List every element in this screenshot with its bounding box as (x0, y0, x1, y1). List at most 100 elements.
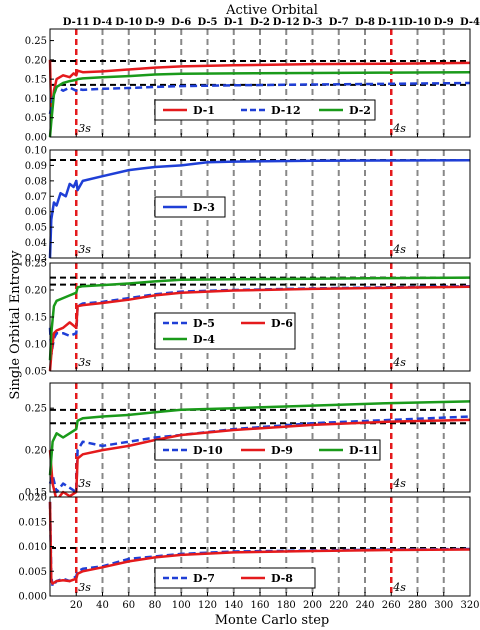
shell-annotation: 3s (78, 477, 91, 490)
legend-label: D-5 (193, 317, 215, 330)
series-line-D-9 (48, 418, 471, 502)
legend: D-10 D-9 D-11 (154, 439, 381, 461)
series-line-D-6 (48, 285, 471, 372)
x-tick-label: 320 (460, 600, 479, 611)
legend-label: D-7 (193, 572, 215, 585)
shell-annotation: 3s (78, 581, 91, 594)
top-orbital-label: D-11 (63, 17, 90, 28)
x-tick-label: 120 (198, 600, 217, 611)
series-line-D-3 (48, 158, 471, 259)
shell-annotation: 4s (392, 122, 406, 135)
legend-box (154, 312, 296, 350)
x-tick-label: 280 (408, 600, 427, 611)
y-axis-title: Single Orbital Entropy (8, 250, 23, 400)
top-orbital-label: D-2 (250, 17, 270, 28)
top-orbital-label: D-6 (171, 17, 191, 28)
y-tick-label: 0.15 (25, 488, 47, 499)
shell-annotation: 4s (392, 243, 406, 256)
y-tick-label: 0.10 (25, 146, 47, 157)
shell-annotation: 4s (392, 356, 406, 369)
legend-label: D-6 (271, 317, 293, 330)
x-tick-label: 100 (172, 600, 191, 611)
x-tick-label: 260 (382, 600, 401, 611)
x-tick-label: 160 (250, 600, 269, 611)
legend-box (154, 567, 316, 589)
y-tick-label: 0.15 (25, 75, 47, 86)
shell-annotation: 3s (78, 356, 91, 369)
top-orbital-label: D-4 (460, 17, 480, 28)
y-tick-label: 0.20 (25, 55, 47, 66)
y-tick-label: 0.25 (25, 259, 47, 270)
y-tick-label: 0.08 (25, 176, 47, 187)
x-tick-label: 180 (277, 600, 296, 611)
series-line-D-8 (48, 501, 471, 585)
legend: D-1 D-12 D-2 (154, 99, 376, 121)
y-tick-label: 0.25 (25, 36, 47, 47)
panel-2: 0.03 0.04 0.05 0.06 0.07 0.08 0.09 0.10 3s 4s D-3 (25, 146, 471, 265)
y-tick-label: 0.010 (18, 542, 47, 553)
x-tick-label: 60 (122, 600, 135, 611)
top-orbital-label: D-8 (355, 17, 375, 28)
top-orbital-label: D-3 (303, 17, 323, 28)
y-tick-label: 0.15 (25, 313, 47, 324)
legend-label: D-9 (271, 444, 293, 457)
y-tick-label: 0.06 (25, 207, 47, 218)
y-tick-label: 0.05 (25, 223, 47, 234)
x-axis-title: Monte Carlo step (215, 613, 330, 628)
y-tick-label: 0.020 (18, 493, 47, 504)
y-tick-label: 0.20 (25, 286, 47, 297)
legend: D-3 (154, 196, 226, 218)
series-line-D-12 (48, 81, 471, 115)
y-tick-label: 0.05 (25, 367, 47, 378)
y-tick-label: 0.005 (18, 567, 47, 578)
legend-label: D-11 (349, 444, 379, 457)
legend-label: D-3 (193, 201, 215, 214)
x-tick-label: 200 (303, 600, 322, 611)
panel-3: 0.05 0.10 0.15 0.20 0.25 3s 4s D-5 D-6 D-4 (25, 259, 471, 378)
panel-4: 0.15 0.20 0.25 3s 4s D-10 D-9 D-11 (25, 382, 471, 502)
legend: D-7 D-8 (154, 567, 316, 589)
legend-label: D-1 (193, 104, 215, 117)
series-line-D-2 (48, 70, 471, 138)
top-orbital-label: D-4 (93, 17, 113, 28)
panel-1: 0.00 0.05 0.10 0.15 0.20 0.25 3s 4s D-1 D-12 D-2 (25, 28, 471, 144)
shell-annotation: 4s (392, 581, 406, 594)
x-tick-label: 240 (355, 600, 374, 611)
series-line-D-1 (48, 59, 471, 119)
top-orbital-label: D-5 (198, 17, 218, 28)
shell-annotation: 3s (78, 122, 91, 135)
y-tick-label: 0.015 (18, 517, 47, 528)
top-orbital-label: D-7 (329, 17, 349, 28)
top-orbital-label: D-11 (378, 17, 405, 28)
legend-box (154, 196, 226, 218)
top-orbital-label: D-1 (224, 17, 244, 28)
series-line-D-11 (48, 400, 471, 476)
y-tick-label: 0.000 (18, 592, 47, 603)
top-orbital-label: D-12 (273, 17, 300, 28)
shell-annotation: 4s (392, 477, 406, 490)
y-tick-label: 0.03 (25, 254, 47, 265)
y-tick-label: 0.25 (25, 404, 47, 415)
top-orbital-label: D-9 (434, 17, 454, 28)
series-line-D-10 (48, 415, 471, 494)
legend-label: D-2 (349, 104, 371, 117)
top-axis-title: Active Orbital (225, 3, 318, 18)
legend: D-5 D-6 D-4 (154, 312, 296, 350)
series-line-D-4 (48, 276, 471, 361)
y-tick-label: 0.20 (25, 446, 47, 457)
shell-annotation: 3s (78, 243, 91, 256)
panel-5: 0.000 0.005 0.010 0.015 0.020 3s 4s D-7 D-8 (18, 493, 471, 603)
top-orbital-label: D-10 (115, 17, 142, 28)
y-tick-label: 0.04 (25, 238, 47, 249)
y-tick-label: 0.05 (25, 113, 47, 124)
y-tick-label: 0.07 (25, 192, 47, 203)
legend-label: D-12 (271, 104, 301, 117)
y-tick-label: 0.00 (25, 133, 47, 144)
y-tick-label: 0.10 (25, 94, 47, 105)
top-orbital-label: D-9 (145, 17, 165, 28)
y-tick-label: 0.10 (25, 340, 47, 351)
panels-group: D-11 D-4 D-10 D-9 D-6 D-5 D-1 D-2 D-12 D-3 D-7 D-8 D… (18, 17, 480, 611)
x-tick-label: 140 (224, 600, 243, 611)
x-tick-label: 80 (149, 600, 162, 611)
